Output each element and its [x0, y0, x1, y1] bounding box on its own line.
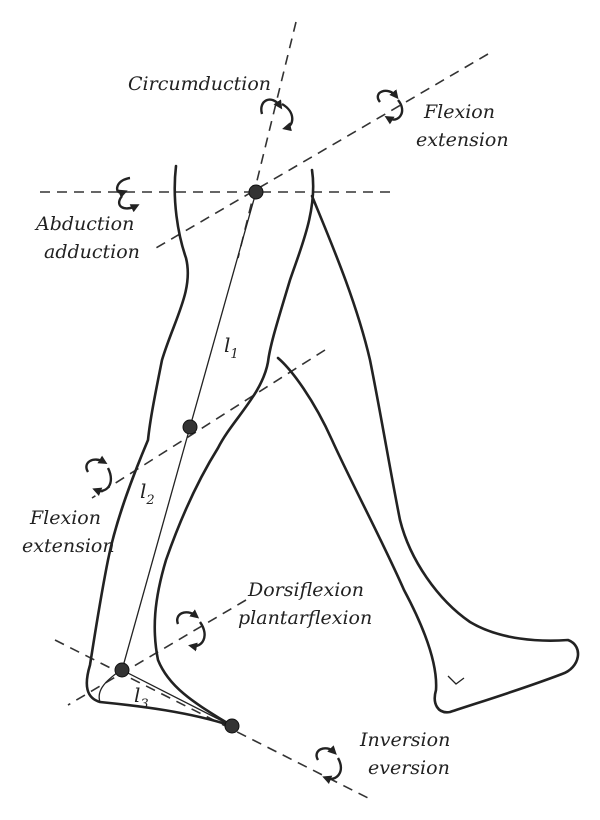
leg-outlines	[85, 164, 580, 728]
knee-joint	[182, 419, 198, 435]
circumduction-label: Circumduction	[128, 73, 271, 95]
dorsiflexion-label-line1: Dorsiflexion	[247, 579, 364, 601]
knee-flexion-arrow-icon	[85, 455, 113, 497]
motion-labels: Circumduction Flexion extension Abductio…	[22, 73, 509, 779]
circumduction-axis	[237, 21, 297, 259]
rear-foot-toe-mark	[447, 675, 465, 685]
toe-joint	[224, 718, 240, 734]
knee-flexion-label-line1: Flexion	[29, 507, 101, 529]
segment-l3-line	[121, 669, 233, 727]
abduction-label-line2: adduction	[44, 241, 140, 263]
segment-l2-line	[121, 426, 191, 671]
hip-flexion-axis	[155, 53, 489, 249]
dorsiflexion-label-line2: plantarflexion	[238, 607, 372, 629]
segment-lines	[121, 191, 257, 727]
abduction-arrow-icon	[116, 176, 140, 213]
segment-l2-letter: l	[140, 479, 146, 503]
segment-l2-subscript: 2	[145, 493, 154, 508]
circumduction-arrow-icon	[260, 98, 294, 132]
joints	[114, 184, 264, 734]
abduction-label-line1: Abduction	[34, 213, 134, 235]
segment-labels: l1 l2 l3	[134, 333, 239, 712]
hip-flexion-arrow-icon	[376, 89, 404, 125]
segment-l3-subscript: 3	[140, 697, 148, 712]
segment-l1-letter: l	[224, 333, 230, 357]
front-leg-front-contour	[153, 168, 315, 728]
ankle-joint	[114, 662, 130, 678]
segment-l3-letter: l	[134, 683, 140, 707]
segment-l1-subscript: 1	[230, 347, 238, 362]
knee-flexion-axis	[91, 349, 326, 499]
inversion-arrow-icon	[315, 745, 343, 785]
rear-leg-front-contour	[276, 194, 580, 714]
inversion-label-line2: eversion	[368, 757, 450, 779]
inversion-label-line1: Inversion	[359, 729, 450, 751]
hip-joint	[248, 184, 264, 200]
hip-flexion-label-line2: extension	[416, 129, 509, 151]
hip-flexion-label-line1: Flexion	[423, 101, 495, 123]
segment-l3-label: l3	[134, 683, 149, 712]
segment-l1-label: l1	[224, 333, 239, 362]
rotation-arrows	[85, 89, 404, 785]
segment-l2-label: l2	[140, 479, 155, 508]
knee-flexion-label-line2: extension	[22, 535, 115, 557]
segment-l1-line	[189, 191, 257, 428]
dorsiflexion-arrow-icon	[176, 609, 206, 652]
